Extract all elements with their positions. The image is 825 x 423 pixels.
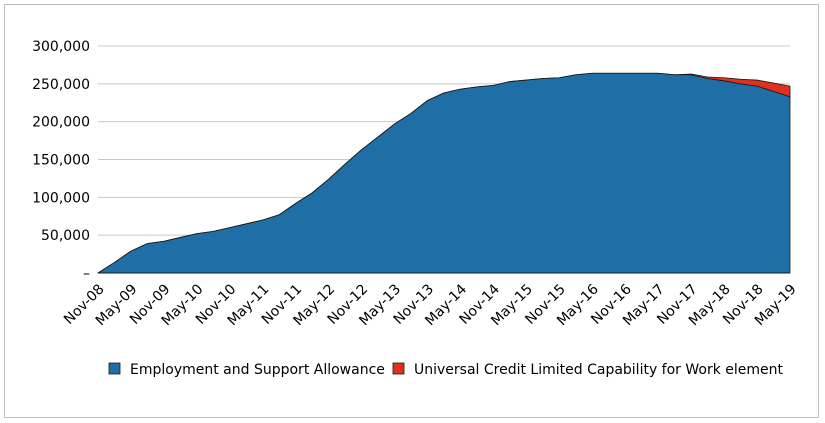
- y-tick-label-6: 300,000: [32, 39, 90, 55]
- legend-swatch-2: [392, 362, 405, 375]
- y-tick-label-3: 150,000: [32, 153, 90, 169]
- legend-label-2: Universal Credit Limited Capability for …: [414, 362, 784, 378]
- y-axis-ticks: – 50,000 100,000 150,000 200,000 250,000 300,0…: [32, 39, 90, 282]
- y-tick-label-2: 100,000: [32, 190, 90, 206]
- legend: Employment and Support Allowance Universa…: [108, 362, 784, 378]
- legend-label-1: Employment and Support Allowance: [130, 362, 385, 378]
- y-tick-label-1: 50,000: [41, 228, 90, 244]
- y-tick-label-0: –: [83, 266, 90, 282]
- x-axis-ticks: Nov-08May-09Nov-09May-10Nov-10May-11Nov-…: [61, 281, 800, 329]
- area-series: [97, 72, 791, 274]
- area-series-1: [97, 72, 791, 274]
- area-series-2: [97, 72, 791, 274]
- legend-swatch-1: [108, 362, 121, 375]
- y-tick-label-4: 200,000: [32, 115, 90, 131]
- y-tick-label-5: 250,000: [32, 77, 90, 93]
